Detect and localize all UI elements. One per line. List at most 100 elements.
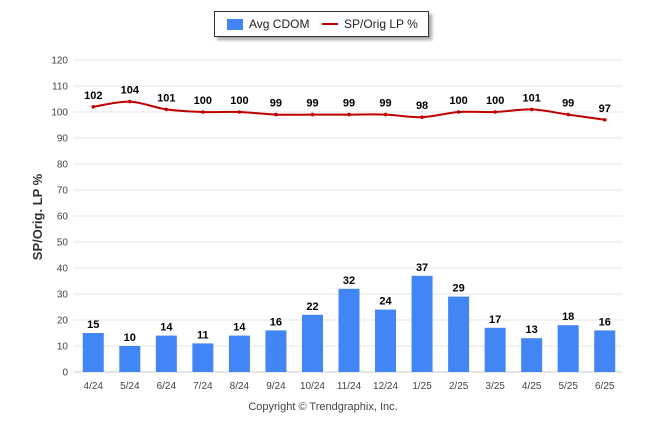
x-tick-label: 10/24: [300, 381, 325, 392]
bar-value-label: 16: [270, 316, 282, 328]
line-swatch-icon: [322, 23, 338, 25]
line-point: [237, 110, 242, 114]
y-tick-label: 10: [57, 342, 69, 353]
line-value-label: 98: [416, 100, 428, 112]
x-tick-label: 2/25: [449, 381, 469, 392]
line-point: [493, 110, 497, 114]
bar-value-label: 24: [379, 296, 392, 308]
bar-value-label: 15: [87, 319, 99, 331]
line-value-label: 99: [306, 98, 318, 110]
line-point: [420, 115, 424, 119]
y-tick-label: 110: [52, 82, 68, 93]
line-point: [201, 110, 205, 114]
x-tick-label: 6/25: [595, 381, 615, 392]
bar: [301, 314, 323, 372]
line-value-label: 101: [522, 92, 540, 104]
x-axis-ticks: 4/24 5/24 6/24 7/24 8/24 9/24 10/24 11/24 12/24 1…: [84, 381, 615, 392]
line-value-label: 100: [194, 95, 212, 107]
legend-bar-label: Avg CDOM: [249, 17, 310, 31]
y-tick-label: 120: [51, 56, 68, 67]
bar-value-label: 13: [526, 324, 538, 336]
line-point: [602, 118, 607, 122]
line-value-label: 100: [486, 95, 504, 107]
bar: [265, 330, 287, 372]
y-tick-label: 0: [62, 368, 68, 379]
bar-swatch-icon: [227, 18, 243, 30]
bar: [411, 275, 433, 372]
line-value-label: 100: [449, 95, 467, 107]
line-value-label: 97: [599, 103, 611, 115]
bar-value-label: 10: [124, 332, 136, 344]
line-value-label: 99: [343, 98, 355, 110]
bar: [192, 343, 214, 372]
bar-value-label: 29: [452, 283, 464, 295]
legend: Avg CDOM SP/Orig LP %: [214, 11, 429, 37]
line-point: [128, 99, 132, 104]
bar: [448, 296, 470, 372]
x-tick-label: 8/24: [230, 381, 250, 392]
bar: [119, 346, 141, 372]
line-value-label: 100: [230, 95, 248, 107]
y-tick-label: 40: [57, 264, 69, 275]
line-point: [310, 112, 315, 117]
x-tick-label: 12/24: [373, 381, 398, 392]
y-tick-label: 90: [57, 134, 69, 145]
x-tick-label: 4/24: [84, 381, 104, 392]
x-tick-label: 3/25: [485, 381, 505, 392]
x-tick-label: 7/24: [193, 381, 213, 392]
bar: [594, 330, 616, 372]
bar: [82, 333, 104, 372]
y-axis-ticks: 0 10 20 30 40 50 60 70 80 90 100 110 120: [51, 56, 68, 379]
bar-value-label: 22: [306, 301, 318, 313]
legend-item-bar[interactable]: Avg CDOM: [227, 12, 309, 36]
bar-value-label: 14: [160, 322, 173, 334]
y-tick-label: 50: [57, 238, 69, 249]
line-point: [91, 105, 96, 109]
line-data-labels: 102 104 101 100 100 99 99 99 99 98 100 100 101 99 97: [84, 85, 611, 115]
y-tick-label: 30: [57, 290, 69, 301]
line-point: [529, 107, 534, 112]
line-point: [164, 107, 169, 112]
x-tick-label: 4/25: [522, 381, 542, 392]
bar-value-label: 17: [489, 314, 501, 326]
bar: [521, 338, 543, 372]
line-series: [91, 99, 607, 122]
legend-line-label: SP/Orig LP %: [344, 17, 418, 31]
bar-value-label: 37: [416, 262, 428, 274]
x-tick-label: 5/24: [120, 381, 140, 392]
bar: [155, 335, 177, 372]
bar-value-label: 14: [233, 322, 246, 334]
bar: [338, 288, 360, 372]
bar-value-label: 16: [599, 316, 611, 328]
bar-value-label: 32: [343, 275, 355, 287]
line-point: [566, 112, 570, 117]
x-tick-label: 1/25: [412, 381, 432, 392]
line-point: [347, 112, 351, 117]
bar-value-label: 11: [197, 329, 209, 341]
y-tick-label: 80: [57, 160, 69, 171]
bar-series: [82, 275, 616, 372]
line-point: [383, 112, 388, 117]
bar-value-label: 18: [562, 311, 574, 323]
y-tick-label: 20: [57, 316, 69, 327]
copyright: Copyright © Trendgraphix, Inc.: [248, 401, 398, 413]
line-value-label: 99: [562, 98, 574, 110]
line-value-label: 102: [84, 90, 102, 102]
line-value-label: 101: [157, 92, 175, 104]
y-tick-label: 60: [57, 212, 69, 223]
line-value-label: 99: [379, 98, 391, 110]
x-tick-label: 6/24: [157, 381, 177, 392]
bar-data-labels: 15 10 14 11 14 16 22 32 24 37 29 17 13 18 16: [87, 262, 611, 344]
line-point: [274, 112, 278, 117]
bar: [557, 325, 579, 372]
legend-item-line[interactable]: SP/Orig LP %: [322, 12, 418, 36]
y-axis-label: SP/Orig. LP %: [30, 173, 45, 260]
x-tick-label: 5/25: [558, 381, 578, 392]
line-value-label: 99: [270, 98, 282, 110]
bar: [228, 335, 250, 372]
bar: [484, 327, 506, 372]
bar: [375, 309, 397, 372]
line-point: [456, 110, 461, 114]
line-value-label: 104: [121, 85, 140, 97]
